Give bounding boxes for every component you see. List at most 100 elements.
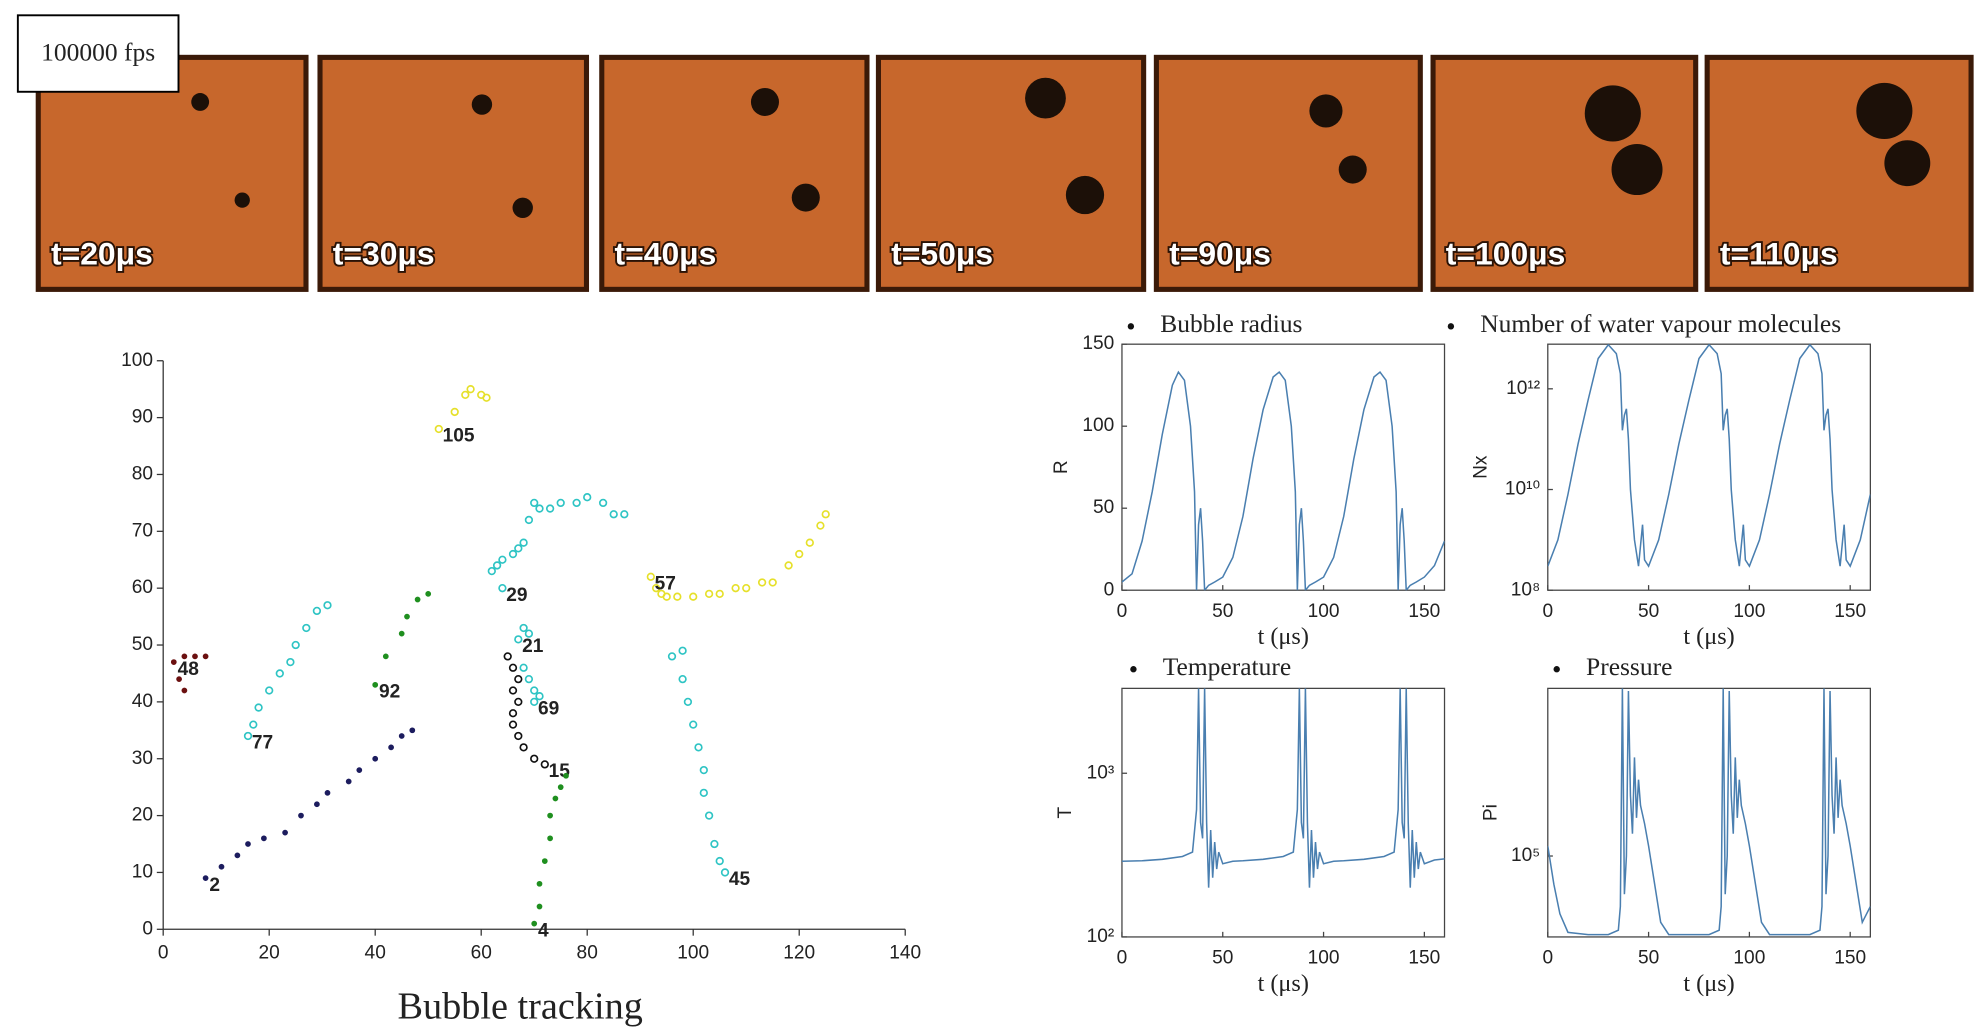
frame-caption: t=50μs <box>891 236 993 272</box>
track-point <box>245 841 251 847</box>
track-point <box>556 498 565 508</box>
curve <box>1547 344 1871 568</box>
track-label: 48 <box>178 659 200 680</box>
track-point <box>699 788 708 797</box>
track-point <box>673 592 682 601</box>
x-tick-label: 100 <box>677 943 709 964</box>
y-tick-label: 40 <box>132 691 153 712</box>
track-point <box>536 903 543 910</box>
y-tick-label: 50 <box>1093 497 1114 518</box>
y-tick-label: 80 <box>132 464 153 485</box>
bubble <box>1884 140 1931 187</box>
track-point <box>312 606 322 616</box>
track-point <box>482 393 491 402</box>
track-point <box>404 613 410 620</box>
track-point <box>314 801 320 808</box>
bubble <box>791 183 820 212</box>
frame-caption: t=90μs <box>1169 236 1271 272</box>
y-tick-label: 10¹² <box>1506 378 1540 399</box>
track-point <box>583 493 592 502</box>
y-tick-label: 30 <box>132 748 153 769</box>
track-point <box>514 544 523 553</box>
panel-title: Bubble radius <box>1160 309 1302 338</box>
frame-image <box>880 59 1142 287</box>
track-point <box>683 697 693 707</box>
track-point <box>805 538 814 547</box>
track-point <box>530 697 539 707</box>
track-point <box>768 578 777 587</box>
track-point <box>662 592 671 601</box>
track-point <box>609 510 618 519</box>
track-point <box>646 572 655 581</box>
track-point <box>545 504 555 513</box>
track-point <box>742 584 751 593</box>
x-axis-label: t (μs) <box>1258 970 1309 997</box>
track-point <box>757 578 767 587</box>
track-point <box>398 733 405 739</box>
track-point <box>466 385 475 394</box>
plot-frame <box>1121 687 1446 938</box>
track-point <box>598 498 608 508</box>
track-point <box>715 856 724 866</box>
frame-image <box>1158 59 1418 287</box>
x-tick-label: 20 <box>259 943 280 964</box>
track-label: 45 <box>729 869 751 890</box>
y-tick-label: 10² <box>1087 926 1115 947</box>
track-point <box>547 812 553 819</box>
y-tick-label: 90 <box>132 407 153 428</box>
track-point <box>715 589 724 598</box>
track-point <box>498 584 507 593</box>
frame-caption: t=100μs <box>1446 236 1566 272</box>
x-tick-label: 80 <box>577 943 598 964</box>
track-point <box>286 657 295 667</box>
x-tick-label: 150 <box>1408 601 1440 622</box>
x-axis-label: t (μs) <box>1683 623 1734 650</box>
track-point <box>434 424 443 434</box>
track-point <box>323 601 332 610</box>
x-tick-label: 60 <box>471 943 492 964</box>
track-point <box>487 566 496 576</box>
track-point <box>192 653 198 660</box>
track-point <box>620 510 629 519</box>
track-point <box>524 515 534 525</box>
track-point <box>508 663 518 672</box>
bubble <box>1338 155 1367 184</box>
bubble <box>1309 94 1343 128</box>
track-point <box>536 880 543 887</box>
track-point <box>356 767 363 773</box>
track-point <box>699 765 708 775</box>
track-point <box>519 663 528 672</box>
y-tick-label: 150 <box>1082 333 1114 354</box>
x-tick-label: 140 <box>889 943 921 964</box>
track-point <box>540 760 549 769</box>
x-tick-label: 0 <box>1542 948 1553 969</box>
track-point <box>181 653 188 660</box>
track-point <box>498 555 507 564</box>
x-axis-label: t (μs) <box>1683 970 1734 997</box>
track-point <box>508 686 518 695</box>
track-label: 2 <box>209 875 220 896</box>
frame-caption: t=110μs <box>1720 236 1838 272</box>
curve <box>1121 370 1445 591</box>
y-axis-label: R <box>1051 460 1072 474</box>
x-tick-label: 100 <box>1733 948 1765 969</box>
track-point <box>508 549 518 559</box>
y-tick-label: 70 <box>132 520 153 541</box>
x-tick-label: 100 <box>1308 601 1340 622</box>
track-point <box>282 829 288 836</box>
track-point <box>784 561 793 570</box>
y-tick-label: 60 <box>132 577 153 598</box>
bubble <box>750 87 779 117</box>
track-point <box>275 669 284 678</box>
title-bullet <box>1130 666 1137 673</box>
track-point <box>704 811 714 820</box>
y-tick-label: 10⁵ <box>1511 845 1540 866</box>
track-point <box>689 592 698 601</box>
track-point <box>249 720 258 729</box>
track-point <box>519 538 528 547</box>
panel-title: Temperature <box>1163 652 1291 681</box>
track-point <box>678 674 687 684</box>
track-label: 4 <box>538 920 549 941</box>
x-tick-label: 50 <box>1638 601 1659 622</box>
